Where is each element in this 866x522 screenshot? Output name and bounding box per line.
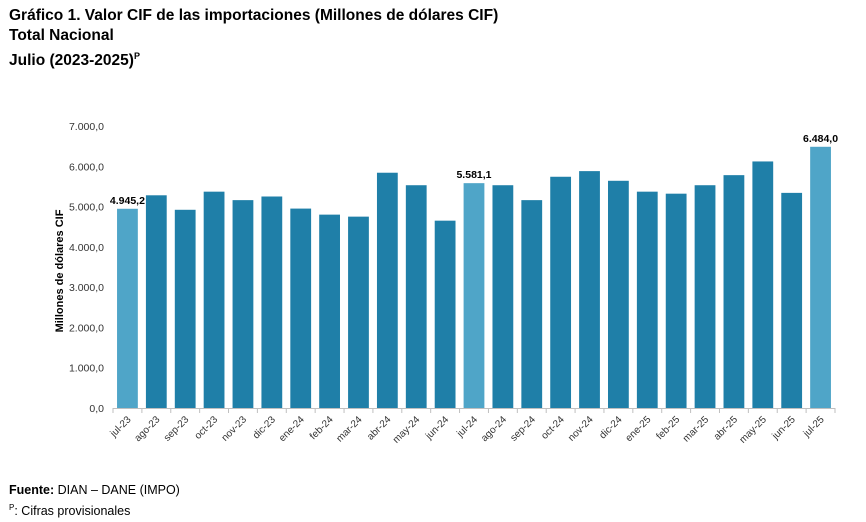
- bar-feb-24: [319, 214, 340, 408]
- bar-abr-24: [376, 172, 398, 408]
- bar-dic-23: [261, 196, 283, 408]
- x-tick-label: jul-25: [801, 414, 827, 440]
- y-tick-label: 6.000,0: [69, 161, 104, 173]
- period-marker: P: [133, 51, 140, 61]
- bar-jul-25: [810, 146, 831, 409]
- bar-ene-24: [290, 208, 312, 408]
- x-tick-label: ago-23: [133, 414, 163, 444]
- source-label: Fuente:: [9, 483, 55, 497]
- bar-jun-25: [781, 192, 803, 408]
- x-tick-label: abr-25: [712, 414, 741, 443]
- chart-title-block: Gráfico 1. Valor CIF de las importacione…: [9, 6, 498, 71]
- y-tick-label: 4.000,0: [69, 242, 104, 254]
- x-tick-label: sep-24: [508, 414, 538, 444]
- x-tick-label: oct-23: [193, 414, 221, 442]
- bar-mar-25: [694, 185, 716, 408]
- data-label: 6.484,0: [803, 133, 838, 145]
- x-tick-label: oct-24: [539, 414, 567, 442]
- bar-sep-23: [174, 209, 196, 408]
- x-tick-label: jul-23: [108, 414, 134, 440]
- y-tick-label: 5.000,0: [69, 202, 104, 214]
- bar-jul-24: [463, 183, 485, 408]
- chart-title: Gráfico 1. Valor CIF de las importacione…: [9, 7, 499, 24]
- bar-nov-23: [232, 200, 254, 408]
- chart-footer: Fuente: DIAN – DANE (IMPO) P: Cifras pro…: [9, 481, 180, 520]
- bar-dic-24: [608, 180, 629, 408]
- bar-oct-23: [203, 191, 225, 408]
- bar-mar-24: [348, 216, 369, 408]
- y-tick-label: 2.000,0: [69, 322, 104, 334]
- bar-chart: 0,0 1.000,0 2.000,0 3.000,0 4.000,0 5.000,0 6.…: [54, 121, 838, 446]
- bar-ago-24: [492, 185, 514, 408]
- bar-sep-24: [521, 200, 543, 408]
- x-tick-label: nov-24: [566, 414, 596, 444]
- x-tick-label: feb-25: [654, 414, 682, 442]
- x-tick-label: jun-25: [770, 414, 798, 442]
- x-tick-label: dic-24: [597, 414, 624, 441]
- x-tick-label: feb-24: [308, 414, 336, 442]
- data-label: 4.945,2: [110, 195, 145, 207]
- note-line: P: Cifras provisionales: [9, 499, 180, 520]
- bar-ago-23: [145, 195, 167, 408]
- y-tick-label: 0,0: [89, 403, 104, 415]
- chart-subtitle: Total Nacional: [9, 27, 114, 44]
- bar-jun-24: [434, 220, 456, 408]
- x-tick-label: ene-25: [624, 414, 654, 444]
- source-line: Fuente: DIAN – DANE (IMPO): [9, 481, 180, 499]
- bar-jul-23: [117, 208, 138, 408]
- bar-may-24: [405, 185, 427, 408]
- bar-nov-24: [579, 171, 600, 408]
- x-tick-label: jun-24: [423, 414, 451, 442]
- x-tick-label: mar-25: [681, 414, 711, 444]
- y-tick-label: 3.000,0: [69, 282, 104, 294]
- x-tick-label: jul-24: [454, 414, 480, 440]
- bar-ene-25: [636, 191, 658, 408]
- x-tick-label: nov-23: [220, 414, 250, 444]
- note-marker: P: [9, 503, 15, 512]
- chart-period: Julio (2023-2025)P: [9, 46, 498, 71]
- x-tick-label: may-25: [738, 414, 770, 446]
- chart-period-text: Julio (2023-2025): [9, 52, 134, 70]
- note-text: : Cifras provisionales: [14, 504, 131, 519]
- bar-abr-25: [723, 175, 745, 408]
- bar-oct-24: [550, 176, 572, 408]
- y-tick-label: 7.000,0: [69, 121, 104, 133]
- source-text: DIAN – DANE (IMPO): [54, 483, 180, 497]
- x-tick-label: ene-24: [277, 414, 307, 444]
- data-label: 5.581,1: [456, 169, 491, 181]
- x-tick-label: sep-23: [162, 414, 192, 444]
- x-tick-label: dic-23: [251, 414, 278, 441]
- bar-feb-25: [665, 193, 687, 408]
- x-tick-label: mar-24: [334, 414, 364, 444]
- y-axis-title: Millones de dólares CIF: [54, 209, 66, 332]
- y-tick-label: 1.000,0: [69, 363, 104, 375]
- x-tick-label: ago-24: [479, 414, 509, 444]
- bar-may-25: [752, 161, 774, 408]
- x-tick-label: may-24: [391, 414, 423, 446]
- x-tick-label: abr-24: [365, 414, 394, 443]
